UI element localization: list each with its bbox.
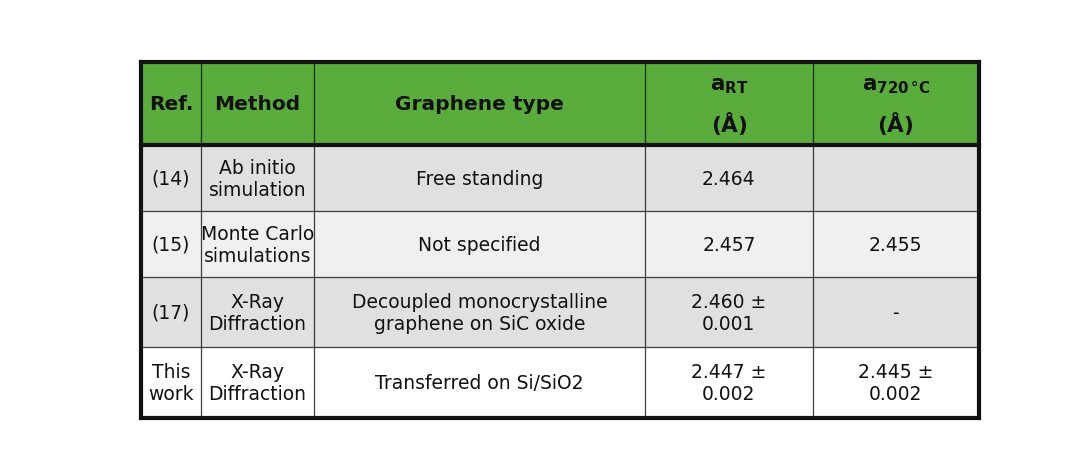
Bar: [141, 63, 978, 146]
Text: Method: Method: [214, 95, 300, 114]
Text: Monte Carlo
simulations: Monte Carlo simulations: [201, 224, 314, 265]
Bar: [141, 146, 978, 212]
Text: $\mathbf{a}_{\mathbf{720\,°C}}$: $\mathbf{a}_{\mathbf{720\,°C}}$: [862, 76, 929, 96]
Text: X-Ray
Diffraction: X-Ray Diffraction: [209, 292, 307, 333]
Text: Decoupled monocrystalline
graphene on SiC oxide: Decoupled monocrystalline graphene on Si…: [352, 292, 607, 333]
Text: $\mathbf{(\AA)}$: $\mathbf{(\AA)}$: [711, 109, 747, 136]
Text: Not specified: Not specified: [418, 235, 541, 254]
Text: -: -: [892, 303, 899, 322]
Text: This
work: This work: [149, 362, 193, 403]
Text: X-Ray
Diffraction: X-Ray Diffraction: [209, 362, 307, 403]
Text: Free standing: Free standing: [416, 169, 544, 188]
Text: 2.447 ±
0.002: 2.447 ± 0.002: [691, 362, 767, 403]
Text: Transferred on Si/SiO2: Transferred on Si/SiO2: [376, 373, 584, 392]
Text: (15): (15): [152, 235, 190, 254]
Bar: [141, 347, 978, 418]
Text: (17): (17): [152, 303, 190, 322]
Text: $\mathbf{(\AA)}$: $\mathbf{(\AA)}$: [877, 109, 914, 136]
Text: 2.445 ±
0.002: 2.445 ± 0.002: [858, 362, 934, 403]
Text: $\mathbf{a}_{\mathbf{RT}}$: $\mathbf{a}_{\mathbf{RT}}$: [710, 76, 748, 96]
Text: 2.457: 2.457: [702, 235, 756, 254]
Bar: [141, 212, 978, 278]
Text: Ref.: Ref.: [149, 95, 193, 114]
Bar: [141, 278, 978, 347]
Text: Graphene type: Graphene type: [395, 95, 565, 114]
Text: 2.455: 2.455: [869, 235, 923, 254]
Text: 2.460 ±
0.001: 2.460 ± 0.001: [691, 292, 767, 333]
Text: 2.464: 2.464: [702, 169, 756, 188]
Text: (14): (14): [152, 169, 190, 188]
Text: Ab initio
simulation: Ab initio simulation: [209, 159, 307, 199]
